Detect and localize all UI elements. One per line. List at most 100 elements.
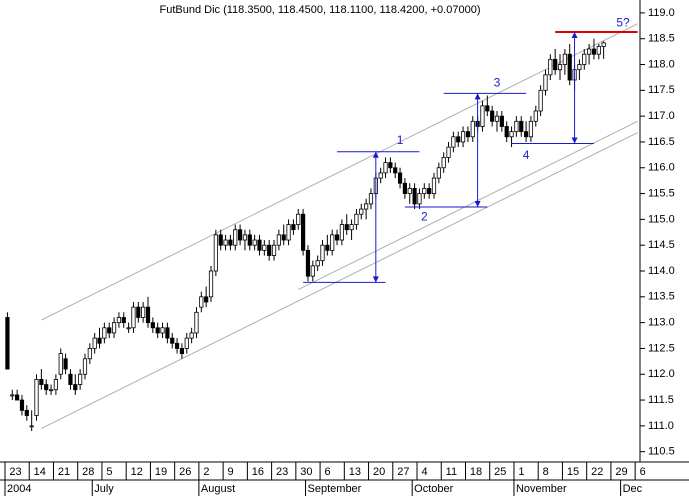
candle-body [208,270,214,298]
candle-body [494,115,500,122]
candle-body [305,249,311,277]
candle-body [19,399,25,411]
x-tick-label: 5 [106,466,112,478]
y-tick-label: 113.5 [648,291,675,303]
candle-body [48,389,54,392]
candle-body [315,260,320,267]
wave-label: 2 [421,209,428,223]
candle-body [170,337,175,344]
candle-body [364,203,369,210]
candle-body [514,120,519,133]
candle-body [567,53,572,81]
candle-body [422,188,427,194]
candle-body [330,234,335,251]
candle-body [184,337,189,349]
candle-body [102,327,107,339]
candle-body [155,327,160,334]
candle-body [553,58,558,71]
candle-body [388,162,393,169]
candle-body [247,234,252,246]
candle-body [465,131,471,138]
candle-body [82,358,88,375]
candle-body [223,239,228,246]
x-tick-label: 4 [421,466,427,478]
candle-body [582,53,587,65]
x-tick-label: 9 [228,466,234,478]
candle-body [116,317,122,324]
candle-body [276,234,281,246]
candle-body [577,64,582,71]
y-tick-label: 114.0 [648,265,675,277]
candle-body [199,296,204,308]
candle-body [368,193,374,205]
candle-body [15,394,20,401]
candle-body [242,234,248,241]
candle-body [543,74,548,91]
candle-body [397,172,403,184]
candle-body [10,394,15,397]
chart-title: FutBund Dic (118.3500, 118.4500, 118.110… [160,4,481,16]
candle-body [587,48,592,55]
arrow-head [571,32,578,39]
candle-body [436,167,441,179]
month-label: October [414,483,453,495]
candle-body [349,224,354,231]
x-tick-label: 11 [446,466,457,478]
month-label: 2004 [7,483,31,495]
candle-body [68,373,73,385]
x-tick-label: 12 [131,466,143,478]
candle-body [189,332,194,339]
x-tick-label: 1 [518,466,524,478]
candle-body [523,131,529,138]
candle-body [451,136,456,148]
x-tick-label: 28 [82,466,94,478]
candle-body [218,234,223,246]
x-tick-label: 19 [155,466,167,478]
candle-body [402,182,408,194]
candle-body [504,126,509,138]
candle-body [107,327,112,334]
candle-body [160,327,165,334]
candle-body [499,115,504,127]
candle-body [281,234,286,241]
candle-body [53,379,58,391]
y-tick-label: 111.5 [648,394,674,406]
candle-body [407,188,412,194]
candle-body [562,53,567,65]
candle-body [378,172,383,179]
candle-body [325,244,330,251]
y-tick-label: 112.0 [648,368,675,380]
x-tick-label: 30 [300,466,312,478]
x-tick-label: 13 [349,466,361,478]
candle-body [111,322,117,334]
candle-body [24,409,29,416]
candle-body [480,105,485,127]
x-tick-label: 18 [470,466,482,478]
y-tick-label: 118.5 [648,33,675,45]
candle-body [485,105,490,112]
candle-body [412,188,417,205]
candle-body [150,322,155,329]
candle-body [354,213,359,225]
candle-body [548,58,553,76]
y-tick-label: 115.5 [648,187,675,199]
y-tick-label: 116.0 [648,162,675,174]
candle-body [393,167,398,174]
candle-body [58,353,63,375]
y-tick-label: 114.5 [648,239,675,251]
x-tick-label: 6 [325,466,331,478]
candle-body [519,120,524,133]
wave-label: 1 [397,133,404,147]
y-tick-label: 110.5 [648,446,675,458]
x-tick-label: 23 [9,466,21,478]
candle-body [310,265,315,277]
candle-body [179,348,185,354]
x-tick-label: 29 [615,466,627,478]
candle-body [417,193,422,205]
candle-body [528,120,534,138]
x-tick-label: 26 [179,466,191,478]
candle-body [44,384,49,391]
x-tick-label: 27 [397,466,409,478]
